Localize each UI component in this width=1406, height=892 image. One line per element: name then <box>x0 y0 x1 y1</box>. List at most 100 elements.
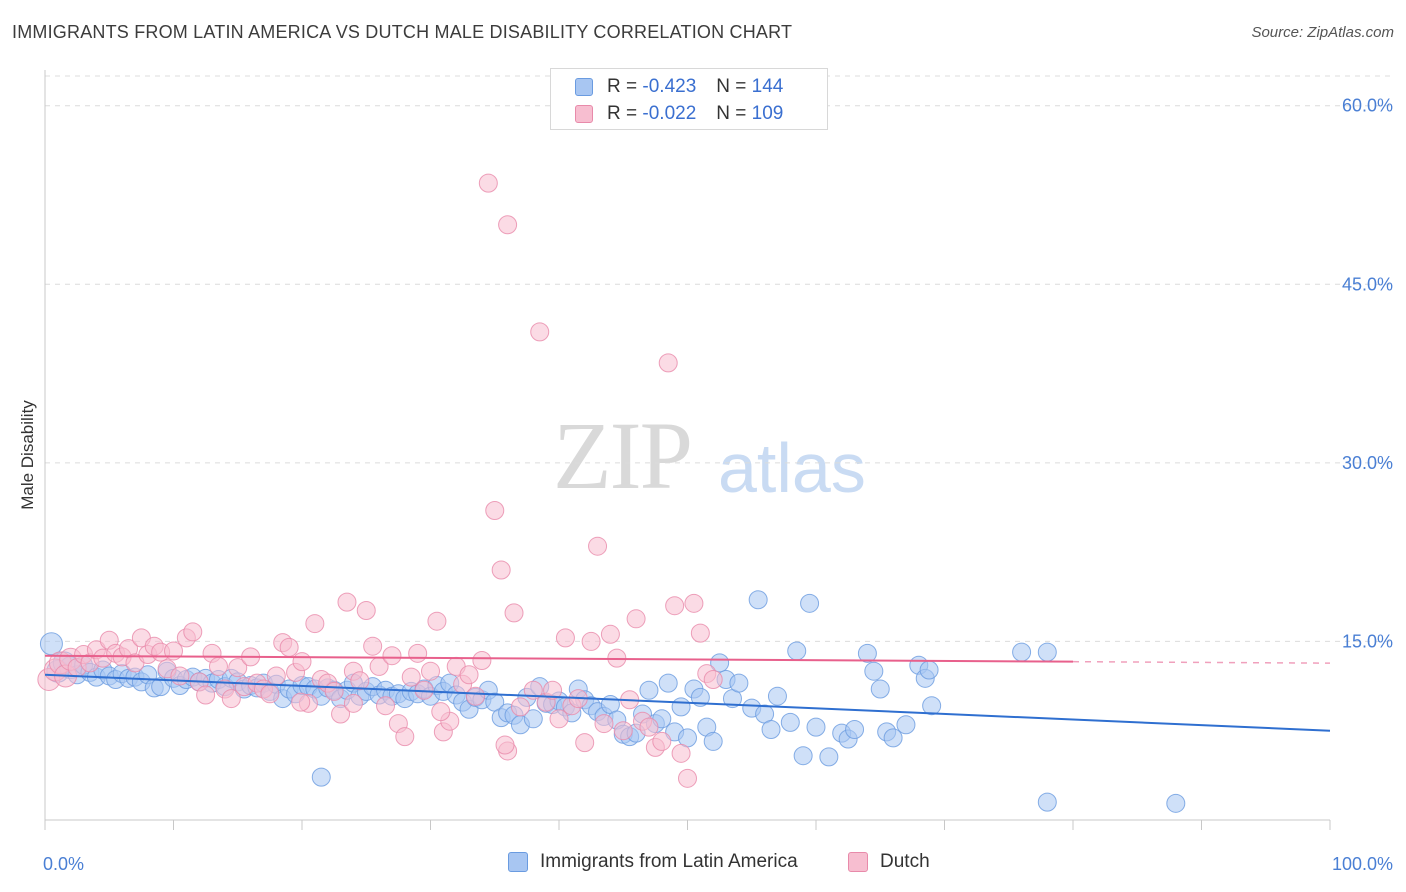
stats-legend: R = -0.423 N = 144 R = -0.022 N = 109 <box>550 68 828 130</box>
point-latin-america <box>919 660 939 680</box>
point-dutch <box>555 628 575 648</box>
point-latin-america <box>806 717 826 737</box>
point-dutch <box>465 686 485 706</box>
point-dutch <box>575 733 595 753</box>
point-dutch <box>350 671 370 691</box>
watermark-zip: ZIP <box>553 402 693 509</box>
point-dutch <box>703 670 723 690</box>
point-dutch <box>543 680 563 700</box>
point-dutch <box>183 622 203 642</box>
point-latin-america <box>864 661 884 681</box>
point-dutch <box>266 666 286 686</box>
series-legend: Immigrants from Latin America Dutch <box>0 851 1406 879</box>
point-dutch <box>523 680 543 700</box>
point-dutch <box>401 667 421 687</box>
point-latin-america <box>690 687 710 707</box>
source-credit: Source: ZipAtlas.com <box>1251 24 1394 41</box>
point-dutch <box>292 652 312 672</box>
point-dutch <box>639 717 659 737</box>
point-latin-america <box>671 697 691 717</box>
point-latin-america <box>658 673 678 693</box>
y-tick-label: 60.0% <box>1342 96 1393 116</box>
chart-title: IMMIGRANTS FROM LATIN AMERICA VS DUTCH M… <box>12 22 793 42</box>
point-dutch <box>279 637 299 657</box>
point-latin-america <box>1037 792 1057 812</box>
series-swatch-pink <box>848 852 868 872</box>
trend-line-latin-america <box>44 673 1331 732</box>
point-dutch <box>170 666 190 686</box>
point-dutch <box>376 696 396 716</box>
point-dutch <box>382 646 402 666</box>
point-dutch <box>613 721 633 741</box>
legend-n-value: 144 <box>751 76 784 97</box>
legend-r-label: R = <box>607 103 638 124</box>
point-dutch <box>485 500 505 520</box>
point-dutch <box>510 697 530 717</box>
legend-r-value: -0.022 <box>642 103 697 124</box>
point-dutch <box>690 623 710 643</box>
point-latin-america <box>710 653 730 673</box>
point-latin-america <box>1012 642 1032 662</box>
point-dutch <box>459 665 479 685</box>
x-tick-label: 0.0% <box>43 854 84 874</box>
y-tick-label: 30.0% <box>1342 453 1393 473</box>
axes <box>44 70 1331 830</box>
trend-lines <box>44 654 1331 732</box>
point-dutch <box>363 636 383 656</box>
point-dutch <box>652 731 672 751</box>
tick-labels: 15.0% 30.0% 45.0% 60.0% 0.0% 100.0% <box>43 96 1393 874</box>
point-latin-america <box>780 712 800 732</box>
point-dutch <box>421 661 440 681</box>
point-latin-america <box>883 728 903 748</box>
point-dutch <box>498 215 518 235</box>
point-dutch <box>208 656 228 676</box>
y-tick-label: 45.0% <box>1342 274 1393 294</box>
point-dutch <box>337 592 357 612</box>
point-dutch <box>588 536 608 556</box>
point-dutch <box>228 658 248 678</box>
point-latin-america <box>857 643 877 663</box>
point-dutch <box>665 596 685 616</box>
trend-line-dutch-extension <box>1072 660 1331 664</box>
point-latin-america <box>311 767 331 787</box>
point-dutch <box>678 768 697 788</box>
point-latin-america <box>896 715 916 735</box>
point-dutch <box>671 743 691 763</box>
legend-row-latin-america: R = -0.423 N = 144 <box>551 74 783 100</box>
legend-row-dutch: R = -0.022 N = 109 <box>551 101 783 127</box>
point-latin-america <box>761 720 781 740</box>
point-dutch <box>324 681 344 701</box>
series-label: Dutch <box>880 851 930 872</box>
point-latin-america <box>729 673 749 693</box>
point-latin-america <box>748 590 768 610</box>
legend-swatch-pink <box>575 105 593 123</box>
y-tick-label: 15.0% <box>1342 631 1393 651</box>
legend-n-label: N = <box>716 76 747 97</box>
point-dutch <box>530 322 550 342</box>
point-dutch <box>478 173 498 193</box>
legend-r-label: R = <box>607 76 638 97</box>
point-dutch <box>395 727 415 747</box>
series-legend-item-latin-america[interactable]: Immigrants from Latin America <box>508 851 798 873</box>
legend-r-value: -0.423 <box>642 76 697 97</box>
point-latin-america <box>1037 642 1057 662</box>
point-latin-america <box>703 731 723 751</box>
watermark-atlas: atlas <box>718 429 866 507</box>
point-dutch <box>331 704 351 724</box>
point-dutch <box>408 643 428 663</box>
trend-line-dutch <box>44 654 1074 663</box>
point-dutch <box>343 693 363 713</box>
point-dutch <box>305 614 325 634</box>
point-dutch <box>491 560 511 580</box>
point-dutch <box>594 714 614 734</box>
legend-swatch-blue <box>575 78 593 96</box>
point-dutch <box>196 685 216 705</box>
point-latin-america <box>523 709 543 729</box>
point-dutch <box>427 611 447 631</box>
series-swatch-blue <box>508 852 528 872</box>
point-latin-america <box>639 680 659 700</box>
point-latin-america <box>767 686 787 706</box>
point-dutch <box>431 702 451 722</box>
point-dutch <box>356 600 376 620</box>
series-legend-item-dutch[interactable]: Dutch <box>848 851 930 873</box>
